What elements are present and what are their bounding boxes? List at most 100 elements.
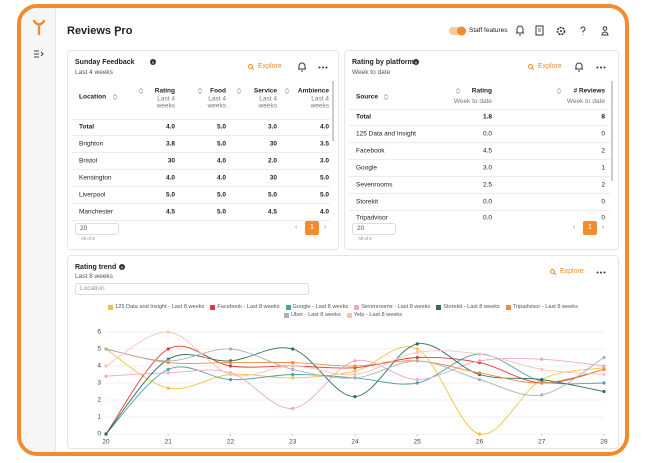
table-cell: 3.0 [267,123,277,131]
legend-swatch [108,304,114,310]
data-point [415,355,419,360]
search-icon [248,64,254,70]
sort-icon[interactable] [237,88,241,94]
legend-item: 125 Data and Insight - Last 8 weeks [108,304,204,310]
table-cell: Bristol [79,157,98,165]
column-header: Rating [154,87,175,95]
legend-label: Uber - Last 8 weeks [290,312,341,318]
info-icon[interactable] [413,59,419,65]
table-cell: Liverpool [79,191,106,199]
legend-label: Sevenrooms - Last 8 weeks [361,304,431,310]
table-cell: 5.0 [267,191,277,199]
legend-item: Yelp - Last 8 weeks [346,312,402,318]
table-cell: 0 [601,130,605,138]
table-cell: 5.0 [216,123,226,131]
data-point [291,406,295,411]
next-page[interactable]: › [602,224,605,231]
more-icon[interactable] [596,271,606,274]
column-header: Service [253,87,277,95]
data-point [477,378,482,382]
table-cell: Storekit [356,198,379,205]
y-tick-label: 2 [97,397,101,404]
prev-page[interactable]: ‹ [295,224,298,231]
legend-label: Facebook - Last 8 weeks [217,304,280,310]
row-divider [349,159,610,161]
table-cell: 0.0 [482,130,492,138]
data-point [353,395,357,399]
more-icon[interactable] [318,66,328,69]
data-point [228,347,233,351]
data-point [540,367,544,371]
bell-icon[interactable] [297,62,307,72]
y-tick-label: 6 [97,329,101,336]
info-icon[interactable] [150,59,156,65]
column-header: Food [210,87,226,95]
table-cell: 2.0 [267,157,277,165]
legend-item: Google - Last 8 weeks [285,304,348,310]
legend-swatch [346,312,352,318]
search-icon [550,269,556,275]
page-size[interactable]: 20 [75,223,119,235]
explore-button[interactable]: Explore [258,63,282,70]
header-icons[interactable] [514,24,614,38]
explore-button[interactable]: Explore [538,63,562,70]
data-point [166,367,170,371]
page-size[interactable]: 20 [352,223,396,235]
sort-icon[interactable] [456,88,460,94]
more-icon[interactable] [596,66,606,69]
toggle-label: Staff features [469,27,508,34]
platform-table: Source Rating Week to date # Reviews Week to… [345,81,610,223]
table-cell: 2 [601,147,605,155]
sort-icon[interactable] [139,88,143,94]
table-cell: 4.0 [319,123,329,131]
sort-icon[interactable] [285,88,289,94]
legend-swatch [283,312,289,318]
data-point [166,330,170,334]
row-divider [349,125,610,127]
menu-toggle[interactable] [34,50,44,58]
table-cell: Manchester [79,208,113,215]
table-cell: Facebook [356,147,385,155]
sort-icon[interactable] [557,88,561,94]
sort-icon[interactable] [113,94,117,100]
row-divider [72,219,330,221]
data-point [540,381,544,385]
explore-button[interactable]: Explore [560,268,584,275]
data-point [353,376,357,380]
table-cell: 4.5 [482,147,492,155]
platform-card: Rating by platform Week to date Explore … [344,50,619,250]
data-point [602,389,606,394]
legend-label: 125 Data and Insight - Last 8 weeks [115,304,205,310]
data-point [166,386,170,390]
legend-item: Storekit - Last 8 weeks [436,304,500,310]
info-icon[interactable] [119,264,125,270]
app-menu[interactable] [114,26,118,37]
sort-icon[interactable] [198,88,202,94]
header-divider [349,108,610,110]
table-cell: 4.5 [165,208,175,215]
data-point [353,364,357,368]
x-tick-label: 26 [476,439,484,446]
series-line [105,343,605,435]
app-frame: Reviews Pro Staff features Sunday Feedba… [17,4,629,456]
data-point [415,350,419,354]
column-header: Rating [471,87,492,95]
bell-icon[interactable] [574,62,584,72]
card-subtitle: Week to date [352,69,391,76]
legend-swatch [436,304,442,310]
table-cell: 3.0 [482,164,492,172]
data-point [415,342,419,346]
location-filter[interactable]: Location [75,283,309,295]
table-cell: 0.0 [482,214,492,222]
sort-icon[interactable] [384,94,388,100]
toggle[interactable] [449,26,467,36]
x-tick-label: 27 [538,439,546,446]
current-page[interactable]: 1 [305,221,319,235]
current-page[interactable]: 1 [583,221,597,235]
next-page[interactable]: › [324,224,327,231]
legend-item: Sevenrooms - Last 8 weeks [354,304,430,310]
legend-swatch [285,304,291,310]
data-point [353,372,357,377]
data-point [415,359,419,363]
prev-page[interactable]: ‹ [573,224,576,231]
